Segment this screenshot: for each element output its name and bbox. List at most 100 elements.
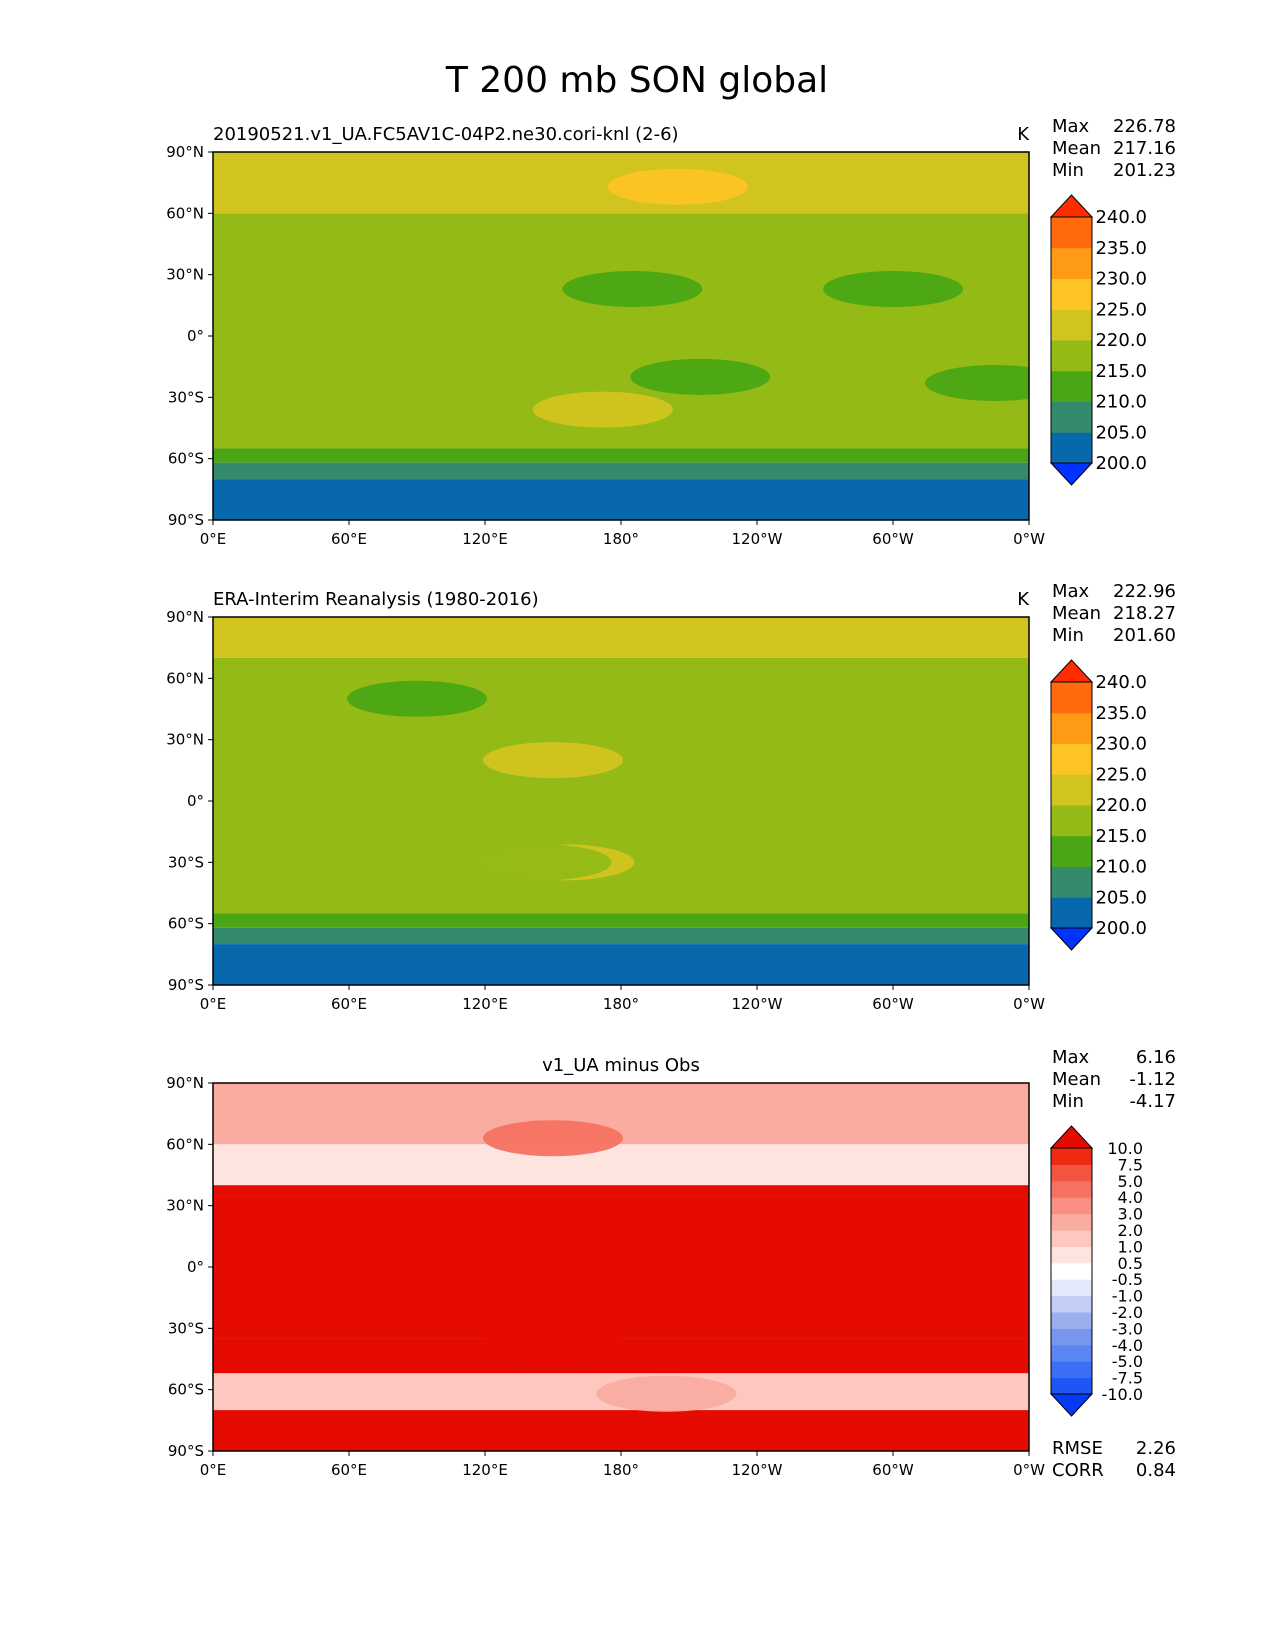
y-tick-label: 60°N xyxy=(166,204,204,222)
x-tick-label: 0°W xyxy=(1013,530,1045,548)
y-tick-label: 0° xyxy=(187,792,204,810)
colorbar-segment xyxy=(1051,1328,1092,1346)
panel-difference: 0°E 60°E 120°E 180° 120°W 60°W 0°W 90°N 60°N 30°N… xyxy=(166,1047,1176,1481)
colorbar-tick-label: 230.0 xyxy=(1095,734,1147,755)
x-tick-label: 180° xyxy=(603,995,639,1013)
map-band-1 xyxy=(213,1144,1029,1186)
colorbar-tick-label: 4.0 xyxy=(1118,1188,1143,1207)
map-field xyxy=(213,1083,1029,1451)
colorbar-tick-label: 10.0 xyxy=(1107,1139,1143,1158)
colorbar-frame xyxy=(1050,216,1093,464)
stat-label: Mean xyxy=(1052,1069,1101,1090)
y-tick-label: 0° xyxy=(187,1258,204,1276)
map-band-7 xyxy=(213,1410,1029,1451)
metric-value: 0.84 xyxy=(1136,1460,1176,1481)
x-tick-label: 0°W xyxy=(1013,995,1045,1013)
map-band-4 xyxy=(213,479,1029,520)
x-tick-label: 60°E xyxy=(331,530,367,548)
colorbar-tick-label: 225.0 xyxy=(1095,764,1147,785)
colorbar-tick-label: 220.0 xyxy=(1095,330,1147,351)
colorbar-tick-label: 3.0 xyxy=(1118,1205,1143,1224)
stat-label: Mean xyxy=(1052,138,1101,159)
colorbar: -10.0-7.5-5.0-4.0-3.0-2.0-1.0-0.50.51.02… xyxy=(1049,1125,1143,1417)
map-feature-1 xyxy=(562,270,703,307)
colorbar-tick-label: 210.0 xyxy=(1095,857,1147,878)
map-feature-2 xyxy=(823,270,963,307)
metric-label: RMSE xyxy=(1052,1438,1103,1459)
panel-title: v1_UA minus Obs xyxy=(542,1055,700,1076)
stat-value: -4.17 xyxy=(1129,1091,1176,1112)
y-tick-label: 30°S xyxy=(168,388,204,406)
x-tick-label: 120°W xyxy=(732,530,783,548)
panel-reference: 0°E 60°E 120°E 180° 120°W 60°W 0°W 90°N 60°N 30°N… xyxy=(166,581,1176,1013)
colorbar-tick-label: 200.0 xyxy=(1095,453,1147,474)
colorbar-segment xyxy=(1051,743,1092,775)
stat-value: 218.27 xyxy=(1113,603,1176,624)
colorbar-tick-label: 5.0 xyxy=(1118,1172,1143,1191)
colorbar-segment xyxy=(1051,1197,1092,1215)
map-feature-4 xyxy=(925,365,1029,402)
colorbar-segment xyxy=(1051,897,1092,929)
colorbar-extend-bottom xyxy=(1049,1393,1094,1417)
stat-value: 217.16 xyxy=(1113,138,1176,159)
y-tick-label: 60°N xyxy=(166,1135,204,1153)
stat-value: 222.96 xyxy=(1113,581,1176,602)
colorbar-segment xyxy=(1051,1262,1092,1280)
colorbar: 200.0 205.0 210.0 215.0 220.0 225.0 230.0 235.0… xyxy=(1049,659,1147,951)
colorbar-tick-label: -10.0 xyxy=(1102,1385,1143,1404)
y-tick-label: 60°S xyxy=(168,450,204,468)
colorbar-segment xyxy=(1051,1279,1092,1297)
panel-test: 0°E 60°E 120°E 180° 120°W 60°W 0°W 90°N 60°N 30°N… xyxy=(166,116,1176,548)
colorbar-tick-label: 225.0 xyxy=(1095,299,1147,320)
x-tick-label: 120°E xyxy=(462,1461,508,1479)
colorbar-tick-label: 235.0 xyxy=(1095,238,1147,259)
colorbar-segment xyxy=(1051,1213,1092,1231)
panel-units: K xyxy=(1017,589,1030,610)
colorbar-tick-label: -4.0 xyxy=(1112,1336,1143,1355)
x-tick-label: 60°W xyxy=(872,530,914,548)
map-band-2 xyxy=(213,913,1029,928)
colorbar-tick-label: 1.0 xyxy=(1118,1237,1143,1256)
map-band-3 xyxy=(213,462,1029,480)
x-tick-label: 0°E xyxy=(200,995,227,1013)
map-band-3 xyxy=(213,927,1029,945)
colorbar-segment xyxy=(1051,1246,1092,1264)
figure-title: T 200 mb SON global xyxy=(445,60,828,101)
y-tick-label: 90°N xyxy=(166,143,204,161)
stat-label: Min xyxy=(1052,625,1084,646)
stat-label: Max xyxy=(1052,1047,1090,1068)
y-tick-label: 90°S xyxy=(168,976,204,994)
colorbar-extend-bottom xyxy=(1049,462,1094,486)
colorbar-segment xyxy=(1051,1148,1092,1165)
x-tick-label: 0°E xyxy=(200,1461,227,1479)
colorbar-segment xyxy=(1051,247,1092,279)
colorbar-segment xyxy=(1051,866,1092,898)
colorbar-segment xyxy=(1051,401,1092,433)
colorbar-extend-bottom xyxy=(1049,927,1094,951)
colorbar-tick-label: 215.0 xyxy=(1095,361,1147,382)
stat-label: Min xyxy=(1052,1091,1084,1112)
y-tick-label: 60°S xyxy=(168,915,204,933)
y-tick-label: 30°N xyxy=(166,731,204,749)
map-field xyxy=(213,152,1029,520)
colorbar-segment xyxy=(1051,774,1092,806)
map-feature-0 xyxy=(483,1120,623,1157)
stat-value: 6.16 xyxy=(1136,1047,1176,1068)
stat-value: 201.23 xyxy=(1113,160,1176,181)
colorbar-segment xyxy=(1051,1361,1092,1379)
colorbar-segment xyxy=(1051,309,1092,341)
colorbar-segment xyxy=(1051,432,1092,464)
map-band-0 xyxy=(213,617,1029,658)
colorbar-segment xyxy=(1051,1377,1092,1395)
y-tick-label: 30°S xyxy=(168,853,204,871)
x-tick-label: 120°E xyxy=(462,995,508,1013)
colorbar-segment xyxy=(1051,1230,1092,1247)
colorbar-tick-label: -5.0 xyxy=(1112,1352,1143,1371)
colorbar-tick-label: -7.5 xyxy=(1112,1369,1143,1388)
map-feature-5 xyxy=(532,391,673,428)
colorbar-tick-label: -1.0 xyxy=(1112,1287,1143,1306)
map-feature-3 xyxy=(630,358,771,395)
colorbar-tick-label: 210.0 xyxy=(1095,392,1147,413)
map-feature-2 xyxy=(483,1204,623,1241)
colorbar-segment xyxy=(1051,1180,1092,1198)
